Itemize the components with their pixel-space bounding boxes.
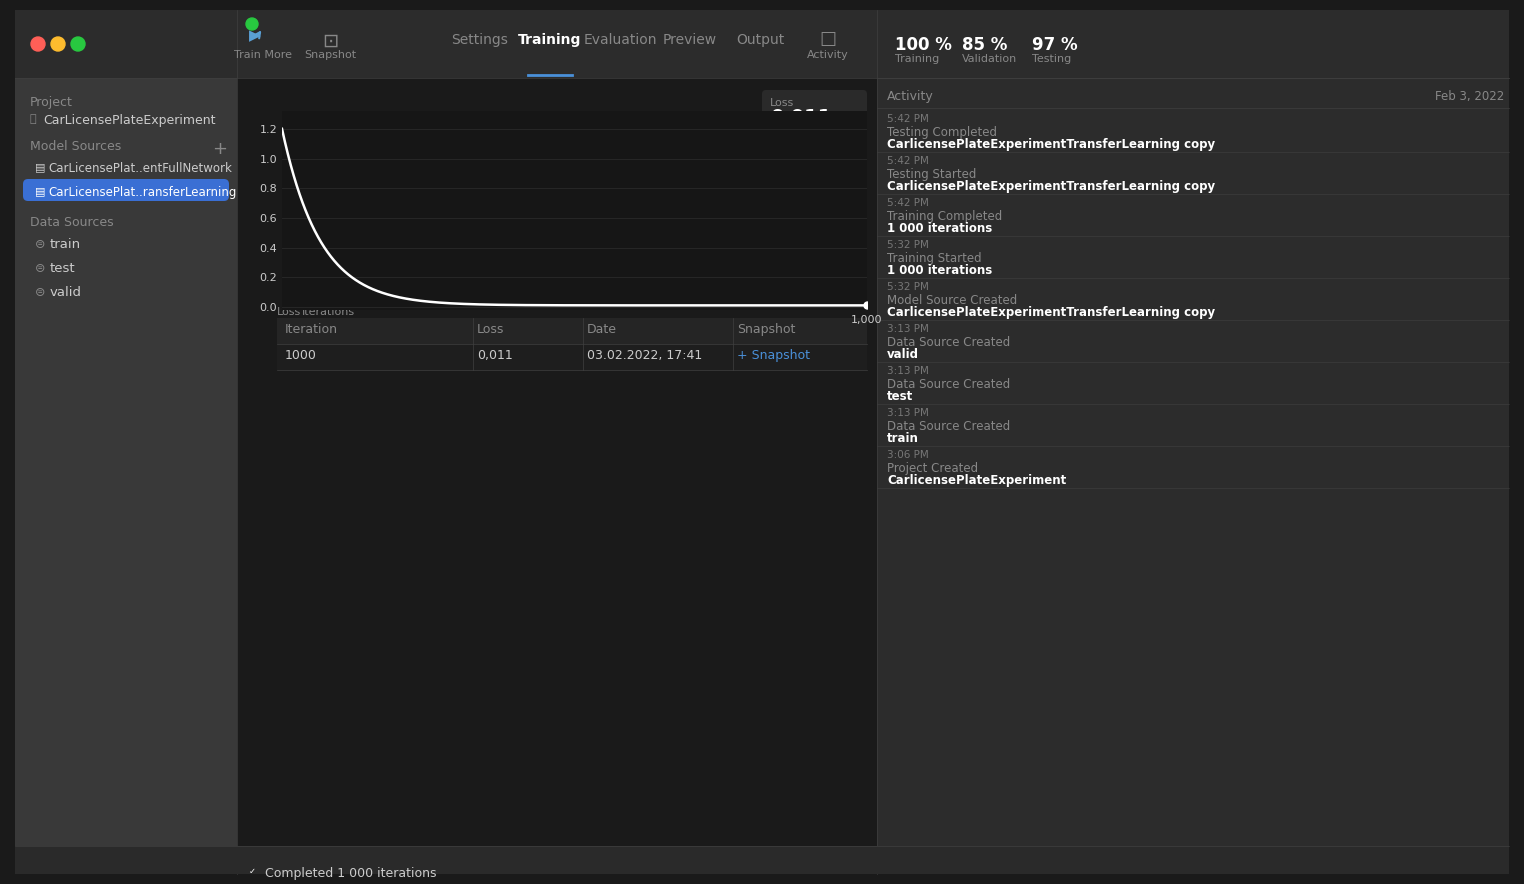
Text: 1000: 1000: [285, 349, 317, 362]
Text: CarlicensePlateExperimentTransferLearning copy: CarlicensePlateExperimentTransferLearnin…: [887, 138, 1215, 151]
Text: +: +: [212, 140, 227, 158]
Text: Data Source Created: Data Source Created: [887, 336, 1010, 349]
Text: 5:42 PM: 5:42 PM: [887, 156, 928, 166]
Text: test: test: [50, 262, 76, 275]
Text: 03.02.2022, 17:41: 03.02.2022, 17:41: [587, 349, 703, 362]
Text: Snapshot: Snapshot: [738, 323, 796, 336]
Bar: [238, 10, 876, 874]
Text: 1 000 iterations: 1 000 iterations: [887, 222, 992, 235]
Text: 1 000 iterations: 1 000 iterations: [887, 264, 992, 277]
Bar: [15, 846, 1509, 874]
Text: CarLicensePlat..entFullNetwork: CarLicensePlat..entFullNetwork: [47, 162, 232, 175]
Text: Model Source Created: Model Source Created: [887, 294, 1017, 307]
Text: Training Completed: Training Completed: [887, 210, 1003, 223]
Text: Model Sources: Model Sources: [30, 140, 122, 153]
Text: Loss: Loss: [277, 307, 302, 317]
Text: Output: Output: [736, 33, 785, 47]
Text: CarLicensePlateExperiment: CarLicensePlateExperiment: [43, 114, 215, 127]
Text: Iterations: Iterations: [302, 307, 355, 317]
Text: 0,011: 0,011: [770, 108, 832, 127]
Text: 5:32 PM: 5:32 PM: [887, 282, 928, 292]
Text: Testing: Testing: [1032, 54, 1071, 64]
Text: Training Started: Training Started: [887, 252, 981, 265]
Text: Project Created: Project Created: [887, 462, 978, 475]
FancyBboxPatch shape: [23, 179, 229, 201]
Text: 3:13 PM: 3:13 PM: [887, 324, 928, 334]
Text: 100 %: 100 %: [895, 36, 952, 54]
Text: Activity: Activity: [808, 50, 849, 60]
Text: ⊜: ⊜: [35, 238, 46, 251]
Text: Loss: Loss: [477, 323, 504, 336]
Text: Preview: Preview: [663, 33, 718, 47]
Circle shape: [50, 37, 66, 51]
Text: Date: Date: [587, 323, 617, 336]
Text: Activity: Activity: [887, 90, 934, 103]
Text: Data Source Created: Data Source Created: [887, 420, 1010, 433]
FancyBboxPatch shape: [762, 90, 867, 135]
Text: CarlicensePlateExperimentTransferLearning copy: CarlicensePlateExperimentTransferLearnin…: [887, 306, 1215, 319]
Text: Feb 3, 2022: Feb 3, 2022: [1434, 90, 1504, 103]
Text: Testing Completed: Testing Completed: [887, 126, 997, 139]
Text: ✓: ✓: [248, 867, 256, 876]
Text: CarlicensePlateExperimentTransferLearning copy: CarlicensePlateExperimentTransferLearnin…: [887, 180, 1215, 193]
Text: 97 %: 97 %: [1032, 36, 1077, 54]
Text: 5:42 PM: 5:42 PM: [887, 114, 928, 124]
Text: valid: valid: [50, 286, 82, 299]
Circle shape: [245, 18, 258, 30]
Text: Iteration: Iteration: [285, 323, 338, 336]
Text: 85 %: 85 %: [962, 36, 1007, 54]
Bar: [277, 318, 867, 344]
Text: ⊡: ⊡: [322, 32, 338, 51]
Text: Testing Started: Testing Started: [887, 168, 977, 181]
Text: ▤: ▤: [35, 162, 46, 172]
Text: Snapshot: Snapshot: [303, 50, 357, 60]
Text: ⊜: ⊜: [35, 286, 46, 299]
Text: ▤: ▤: [35, 186, 46, 196]
FancyBboxPatch shape: [15, 10, 1509, 874]
Text: valid: valid: [887, 348, 919, 361]
Text: 3:13 PM: 3:13 PM: [887, 408, 928, 418]
Text: 0,011: 0,011: [477, 349, 512, 362]
Text: Settings: Settings: [451, 33, 509, 47]
Text: train: train: [887, 432, 919, 445]
Text: ⊜: ⊜: [35, 262, 46, 275]
Text: Validation: Validation: [962, 54, 1017, 64]
Text: CarLicensePlat..ransferLearning: CarLicensePlat..ransferLearning: [47, 186, 236, 199]
Text: Completed 1 000 iterations: Completed 1 000 iterations: [265, 867, 436, 880]
Text: Data Sources: Data Sources: [30, 216, 114, 229]
Bar: [876, 10, 1509, 874]
Circle shape: [72, 37, 85, 51]
Text: Training: Training: [518, 33, 582, 47]
Text: Train More: Train More: [235, 50, 293, 60]
Text: Data Source Created: Data Source Created: [887, 378, 1010, 391]
Circle shape: [30, 37, 46, 51]
Text: Project: Project: [30, 96, 73, 109]
Text: Loss: Loss: [770, 98, 794, 108]
Bar: [15, 10, 238, 874]
Text: 📄: 📄: [30, 114, 37, 124]
Text: Training: Training: [895, 54, 939, 64]
Text: + Snapshot: + Snapshot: [738, 349, 809, 362]
Text: 5:42 PM: 5:42 PM: [887, 198, 928, 208]
Text: CarlicensePlateExperiment: CarlicensePlateExperiment: [887, 474, 1067, 487]
Text: □: □: [820, 30, 837, 48]
Bar: [277, 344, 867, 370]
Text: Evaluation: Evaluation: [584, 33, 657, 47]
Text: 3:06 PM: 3:06 PM: [887, 450, 928, 460]
Text: 5:32 PM: 5:32 PM: [887, 240, 928, 250]
Text: Iteration 1 000: Iteration 1 000: [770, 125, 847, 135]
Text: train: train: [50, 238, 81, 251]
Text: ▶: ▶: [248, 28, 261, 43]
Text: test: test: [887, 390, 913, 403]
Text: 3:13 PM: 3:13 PM: [887, 366, 928, 376]
Bar: [15, 10, 1509, 78]
